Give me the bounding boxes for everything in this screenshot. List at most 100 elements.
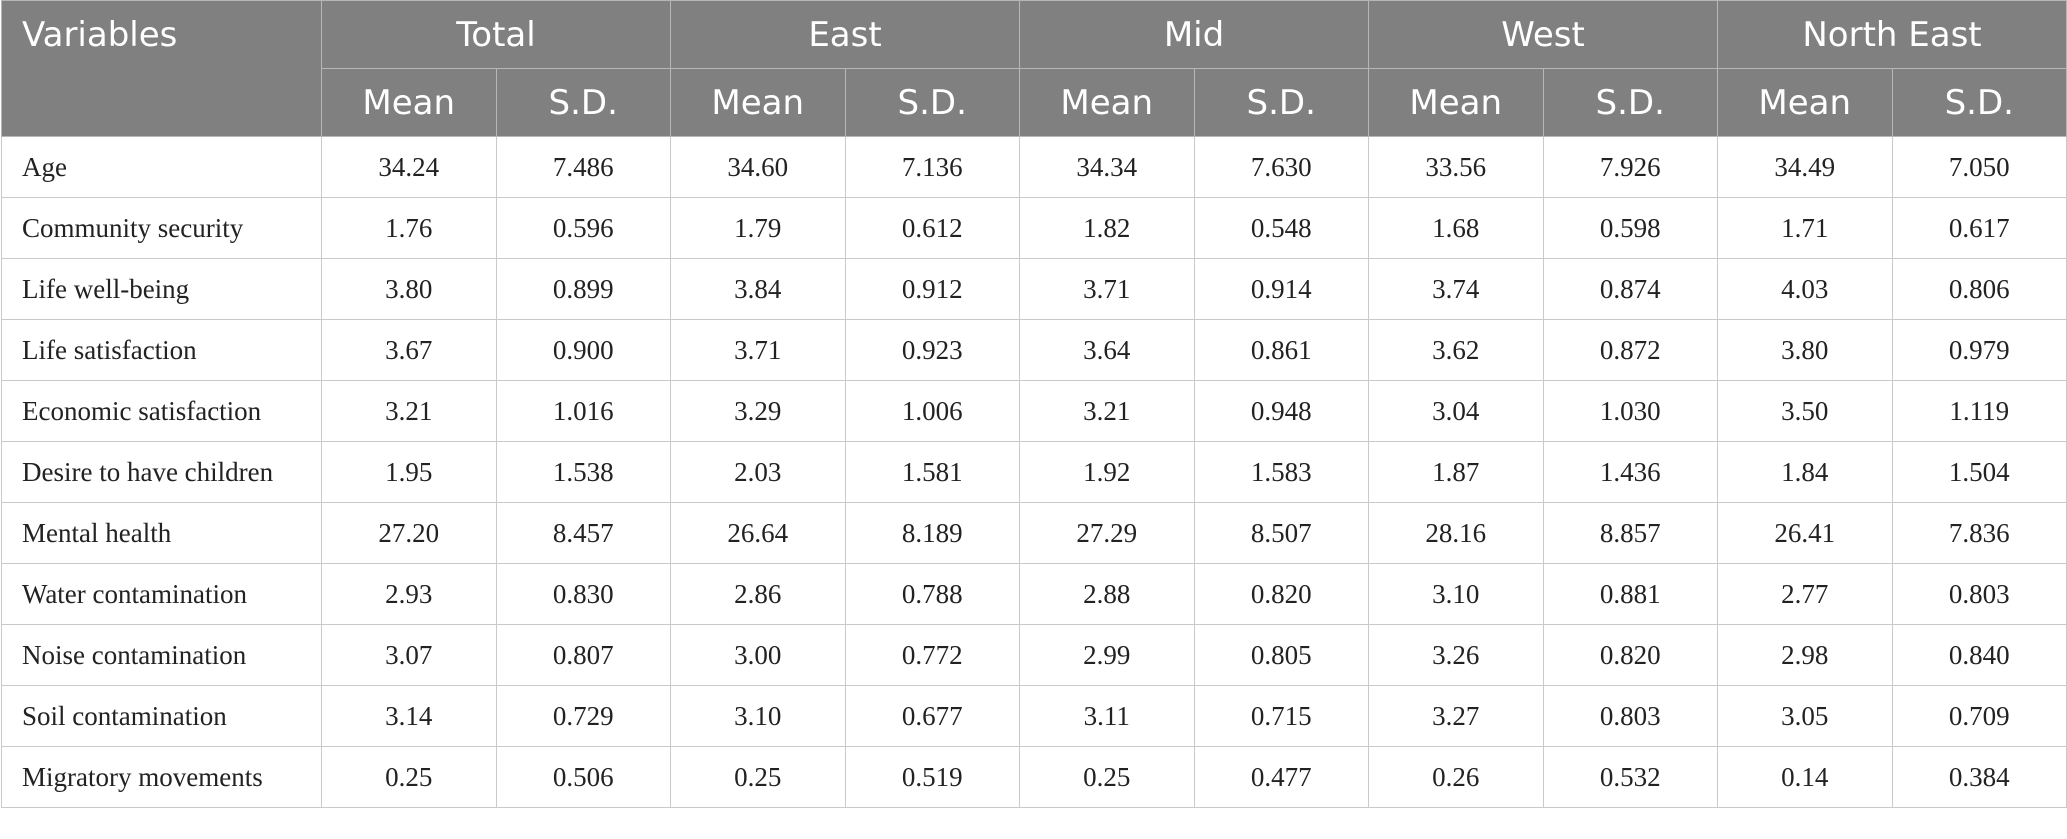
table-row: Economic satisfaction 3.21 1.016 3.29 1.006 3…: [1, 380, 2067, 442]
mean-cell: 3.84: [670, 258, 846, 320]
header-row-stats: Mean S.D. Mean S.D. Mean S.D. Mean S.D. …: [2, 68, 2067, 137]
sd-cell: 0.979: [1891, 319, 2067, 381]
sd-cell: 1.581: [844, 441, 1020, 503]
mean-cell: 0.25: [670, 746, 846, 808]
mean-cell: 3.07: [321, 624, 497, 686]
sd-cell: 0.548: [1193, 197, 1369, 259]
sd-cell: 0.772: [844, 624, 1020, 686]
sd-cell: 0.914: [1193, 258, 1369, 320]
sd-cell: 0.820: [1542, 624, 1718, 686]
table-row: Mental health 27.20 8.457 26.64 8.189 27.29 8.…: [1, 502, 2067, 564]
mean-cell: 3.10: [670, 685, 846, 747]
variable-label: Migratory movements: [1, 746, 322, 808]
sd-header: S.D.: [1193, 68, 1369, 137]
table-body: Age 34.24 7.486 34.60 7.136 34.34 7.630 33.56 7.…: [1, 136, 2067, 808]
table-header: Variables Total East Mid West North East…: [1, 0, 2067, 137]
mean-cell: 3.14: [321, 685, 497, 747]
variable-label: Community security: [1, 197, 322, 259]
mean-cell: 3.62: [1368, 319, 1544, 381]
table-row: Migratory movements 0.25 0.506 0.25 0.519 0.2…: [1, 746, 2067, 808]
mean-cell: 34.24: [321, 136, 497, 198]
variable-label: Life well-being: [1, 258, 322, 320]
table-row: Desire to have children 1.95 1.538 2.03 1.58…: [1, 441, 2067, 503]
variable-label: Life satisfaction: [1, 319, 322, 381]
summary-statistics-table: Variables Total East Mid West North East…: [1, 0, 2067, 808]
sd-cell: 1.504: [1891, 441, 2067, 503]
mean-header: Mean: [321, 68, 497, 137]
mean-cell: 34.60: [670, 136, 846, 198]
variable-label: Age: [1, 136, 322, 198]
mean-cell: 1.87: [1368, 441, 1544, 503]
table-row: Soil contamination 3.14 0.729 3.10 0.677 3.11…: [1, 685, 2067, 747]
mean-cell: 2.03: [670, 441, 846, 503]
mean-cell: 0.14: [1717, 746, 1893, 808]
mean-cell: 27.29: [1019, 502, 1195, 564]
table-row: Noise contamination 3.07 0.807 3.00 0.772 2.9…: [1, 624, 2067, 686]
sd-cell: 0.861: [1193, 319, 1369, 381]
mean-cell: 0.25: [1019, 746, 1195, 808]
mean-cell: 1.84: [1717, 441, 1893, 503]
group-header-east: East: [670, 0, 1020, 69]
mean-cell: 1.92: [1019, 441, 1195, 503]
sd-cell: 7.050: [1891, 136, 2067, 198]
table-row: Water contamination 2.93 0.830 2.86 0.788 2.8…: [1, 563, 2067, 625]
sd-header: S.D.: [1542, 68, 1718, 137]
mean-cell: 1.79: [670, 197, 846, 259]
sd-cell: 0.596: [495, 197, 671, 259]
sd-cell: 0.912: [844, 258, 1020, 320]
group-header-total: Total: [321, 0, 671, 69]
sd-cell: 0.881: [1542, 563, 1718, 625]
mean-header: Mean: [1717, 68, 1893, 137]
mean-cell: 1.68: [1368, 197, 1544, 259]
sd-cell: 7.630: [1193, 136, 1369, 198]
variables-header: Variables: [1, 0, 322, 137]
mean-cell: 3.80: [1717, 319, 1893, 381]
sd-cell: 0.806: [1891, 258, 2067, 320]
group-header-mid: Mid: [1019, 0, 1369, 69]
sd-cell: 1.030: [1542, 380, 1718, 442]
sd-cell: 0.519: [844, 746, 1020, 808]
mean-cell: 0.25: [321, 746, 497, 808]
variable-label: Economic satisfaction: [1, 380, 322, 442]
variable-label: Water contamination: [1, 563, 322, 625]
sd-cell: 0.715: [1193, 685, 1369, 747]
sd-cell: 0.677: [844, 685, 1020, 747]
mean-cell: 2.88: [1019, 563, 1195, 625]
sd-cell: 8.857: [1542, 502, 1718, 564]
mean-header: Mean: [1368, 68, 1544, 137]
mean-cell: 3.05: [1717, 685, 1893, 747]
group-header-west: West: [1368, 0, 1718, 69]
mean-cell: 3.71: [1019, 258, 1195, 320]
sd-header: S.D.: [495, 68, 671, 137]
variable-label: Noise contamination: [1, 624, 322, 686]
sd-header: S.D.: [844, 68, 1020, 137]
group-header-north-east: North East: [1716, 0, 2067, 69]
variable-label: Desire to have children: [1, 441, 322, 503]
mean-cell: 3.21: [321, 380, 497, 442]
mean-cell: 27.20: [321, 502, 497, 564]
mean-cell: 3.67: [321, 319, 497, 381]
sd-cell: 8.457: [495, 502, 671, 564]
sd-cell: 0.598: [1542, 197, 1718, 259]
mean-cell: 1.71: [1717, 197, 1893, 259]
mean-cell: 2.99: [1019, 624, 1195, 686]
mean-cell: 26.41: [1717, 502, 1893, 564]
sd-cell: 7.486: [495, 136, 671, 198]
table-row: Life satisfaction 3.67 0.900 3.71 0.923 3.64 0…: [1, 319, 2067, 381]
sd-cell: 0.840: [1891, 624, 2067, 686]
sd-cell: 0.384: [1891, 746, 2067, 808]
table-row: Community security 1.76 0.596 1.79 0.612 1.82…: [1, 197, 2067, 259]
sd-cell: 0.477: [1193, 746, 1369, 808]
sd-cell: 0.807: [495, 624, 671, 686]
mean-cell: 34.34: [1019, 136, 1195, 198]
sd-cell: 0.803: [1891, 563, 2067, 625]
table-row: Life well-being 3.80 0.899 3.84 0.912 3.71 0.9…: [1, 258, 2067, 320]
mean-cell: 3.74: [1368, 258, 1544, 320]
mean-cell: 28.16: [1368, 502, 1544, 564]
sd-cell: 1.016: [495, 380, 671, 442]
mean-cell: 3.00: [670, 624, 846, 686]
sd-cell: 1.119: [1891, 380, 2067, 442]
mean-cell: 3.10: [1368, 563, 1544, 625]
sd-cell: 0.709: [1891, 685, 2067, 747]
sd-cell: 0.612: [844, 197, 1020, 259]
